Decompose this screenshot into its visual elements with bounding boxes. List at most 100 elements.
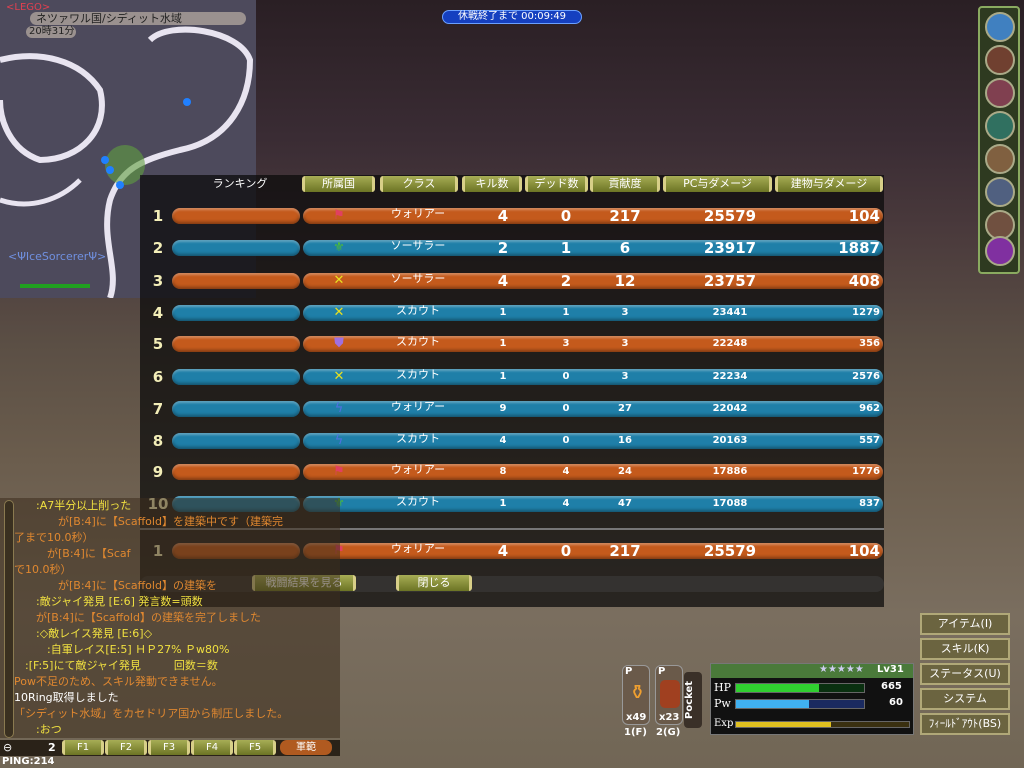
pc-damage-cell: 25579 <box>703 542 757 560</box>
purple-shield-icon: ⛊ <box>334 336 344 351</box>
row-bar <box>303 496 883 512</box>
building-damage-cell: 557 <box>859 435 880 446</box>
ranking-row: 8 ϟ スカウト 4 0 16 20163 557 <box>140 432 884 450</box>
menu-button[interactable]: ステータス(U) <box>920 663 1010 685</box>
skill-slot-icon[interactable] <box>985 12 1015 42</box>
pocket-badge: P <box>658 666 666 677</box>
header-kills[interactable]: キル数 <box>462 176 522 192</box>
kills-cell: 1 <box>499 371 507 382</box>
row-bar <box>303 464 883 480</box>
class-cell: スカウト <box>396 304 440 317</box>
header-deaths[interactable]: デッド数 <box>525 176 588 192</box>
chat-scrollbar[interactable] <box>4 500 14 738</box>
deaths-cell: 3 <box>562 338 570 349</box>
class-cell: ソーサラー <box>390 272 446 285</box>
item-key: 1(F) <box>624 727 647 738</box>
hotkey-f4[interactable]: F4 <box>191 740 233 755</box>
menu-button[interactable]: ﾌｨｰﾙﾄﾞｱｳﾄ(BS) <box>920 713 1010 735</box>
pc-damage-cell: 17886 <box>712 466 748 477</box>
deaths-cell: 0 <box>562 371 570 382</box>
row-bar <box>303 273 883 289</box>
building-damage-cell: 1279 <box>852 307 880 318</box>
hotkey-f5[interactable]: F5 <box>234 740 276 755</box>
kills-cell: 1 <box>499 498 507 509</box>
ranking-row: 9 ⚑ ウォリアー 8 4 24 17886 1776 <box>140 463 884 481</box>
skill-slot-icon[interactable] <box>985 144 1015 174</box>
header-pc-damage[interactable]: PC与ダメージ <box>663 176 772 192</box>
menu-button[interactable]: システム <box>920 688 1010 710</box>
game-time: 20時31分 <box>26 26 76 38</box>
skill-slot-icon[interactable] <box>985 45 1015 75</box>
yellow-cross-icon: ✕ <box>333 273 345 288</box>
minimize-icon[interactable]: ⊖ <box>3 741 13 754</box>
contribution-cell: 27 <box>618 403 632 414</box>
header-building-damage[interactable]: 建物与ダメージ <box>775 176 883 192</box>
class-cell: ウォリアー <box>390 542 446 555</box>
class-cell: ウォリアー <box>390 400 446 413</box>
chat-line: 了まで10.0秒） <box>14 531 94 544</box>
building-damage-cell: 104 <box>848 542 880 560</box>
kills-cell: 2 <box>497 239 509 257</box>
skill-slot-icon[interactable] <box>985 78 1015 108</box>
header-class[interactable]: クラス <box>380 176 458 192</box>
ranking-row: 4 ✕ スカウト 1 1 3 23441 1279 <box>140 304 884 322</box>
chat-log[interactable]: :A7半分以上削った が[B:4]に【Scaffold】を建築中です（建築完 了ま… <box>0 498 340 738</box>
deaths-cell: 4 <box>562 498 570 509</box>
contribution-cell: 3 <box>621 371 629 382</box>
status-panel: ★★★★★ Lv31 HP 665 Pw 60 Exp <box>710 663 914 735</box>
header-ranking: ランキング <box>212 177 268 190</box>
exp-label: Exp <box>714 718 734 729</box>
contribution-cell: 16 <box>618 435 632 446</box>
item-count: x49 <box>626 712 647 723</box>
contribution-cell: 47 <box>618 498 632 509</box>
pw-label: Pw <box>714 697 731 710</box>
close-button[interactable]: 閉じる <box>396 575 472 591</box>
menu-button[interactable]: スキル(K) <box>920 638 1010 660</box>
rank-stars: ★★★★★ <box>819 664 864 675</box>
player-name-bar <box>172 305 300 321</box>
row-bar <box>303 401 883 417</box>
pc-damage-cell: 25579 <box>703 207 757 225</box>
hotkey-f1[interactable]: F1 <box>62 740 104 755</box>
header-nation[interactable]: 所属国 <box>302 176 375 192</box>
guild-tag: <LEGO> <box>6 2 51 13</box>
row-bar <box>303 208 883 224</box>
minimap[interactable]: <LEGO> ネツァワル国/シディット水域 20時31分 <ΨIceSorcer… <box>0 0 256 298</box>
location-label: ネツァワル国/シディット水域 <box>30 12 246 25</box>
hotkey-bar: ⊖ 2 F1 F2 F3 F4 F5 軍範 <box>0 740 340 756</box>
pocket-label[interactable]: Pocket <box>684 672 702 728</box>
contribution-cell: 3 <box>621 338 629 349</box>
hotkey-f3[interactable]: F3 <box>148 740 190 755</box>
building-damage-cell: 1776 <box>852 466 880 477</box>
pc-damage-cell: 22042 <box>712 403 748 414</box>
deaths-cell: 1 <box>560 239 572 257</box>
army-button[interactable]: 軍範 <box>280 740 332 755</box>
skill-slot-icon[interactable] <box>985 111 1015 141</box>
menu-button[interactable]: アイテム(I) <box>920 613 1010 635</box>
chat-line: が[B:4]に【Scaffold】の建築を完了しました <box>14 611 261 624</box>
hp-value: 665 <box>881 681 902 692</box>
player-name-bar <box>172 433 300 449</box>
skill-slot-icon[interactable] <box>985 177 1015 207</box>
contribution-cell: 217 <box>609 542 641 560</box>
player-name-bar <box>172 273 300 289</box>
class-cell: スカウト <box>396 368 440 381</box>
skill-slot-icon[interactable] <box>985 236 1015 266</box>
header-contribution[interactable]: 貢献度 <box>590 176 660 192</box>
pw-bar <box>735 699 865 709</box>
item-slot-potion[interactable]: P ⚱ x49 <box>622 665 650 725</box>
class-cell: スカウト <box>396 335 440 348</box>
pc-damage-cell: 23441 <box>712 307 748 318</box>
deaths-cell: 1 <box>562 307 570 318</box>
deaths-cell: 0 <box>562 435 570 446</box>
yellow-cross-icon: ✕ <box>333 305 345 320</box>
contribution-cell: 6 <box>619 239 631 257</box>
item-slot-meat[interactable]: P x23 <box>655 665 683 725</box>
deaths-cell: 4 <box>562 466 570 477</box>
kills-cell: 8 <box>499 466 507 477</box>
item-key: 2(G) <box>656 727 681 738</box>
hotbar-page[interactable]: 2 <box>48 741 56 754</box>
hotkey-f2[interactable]: F2 <box>105 740 147 755</box>
rank-number: 3 <box>152 272 164 290</box>
meat-icon <box>660 680 680 708</box>
